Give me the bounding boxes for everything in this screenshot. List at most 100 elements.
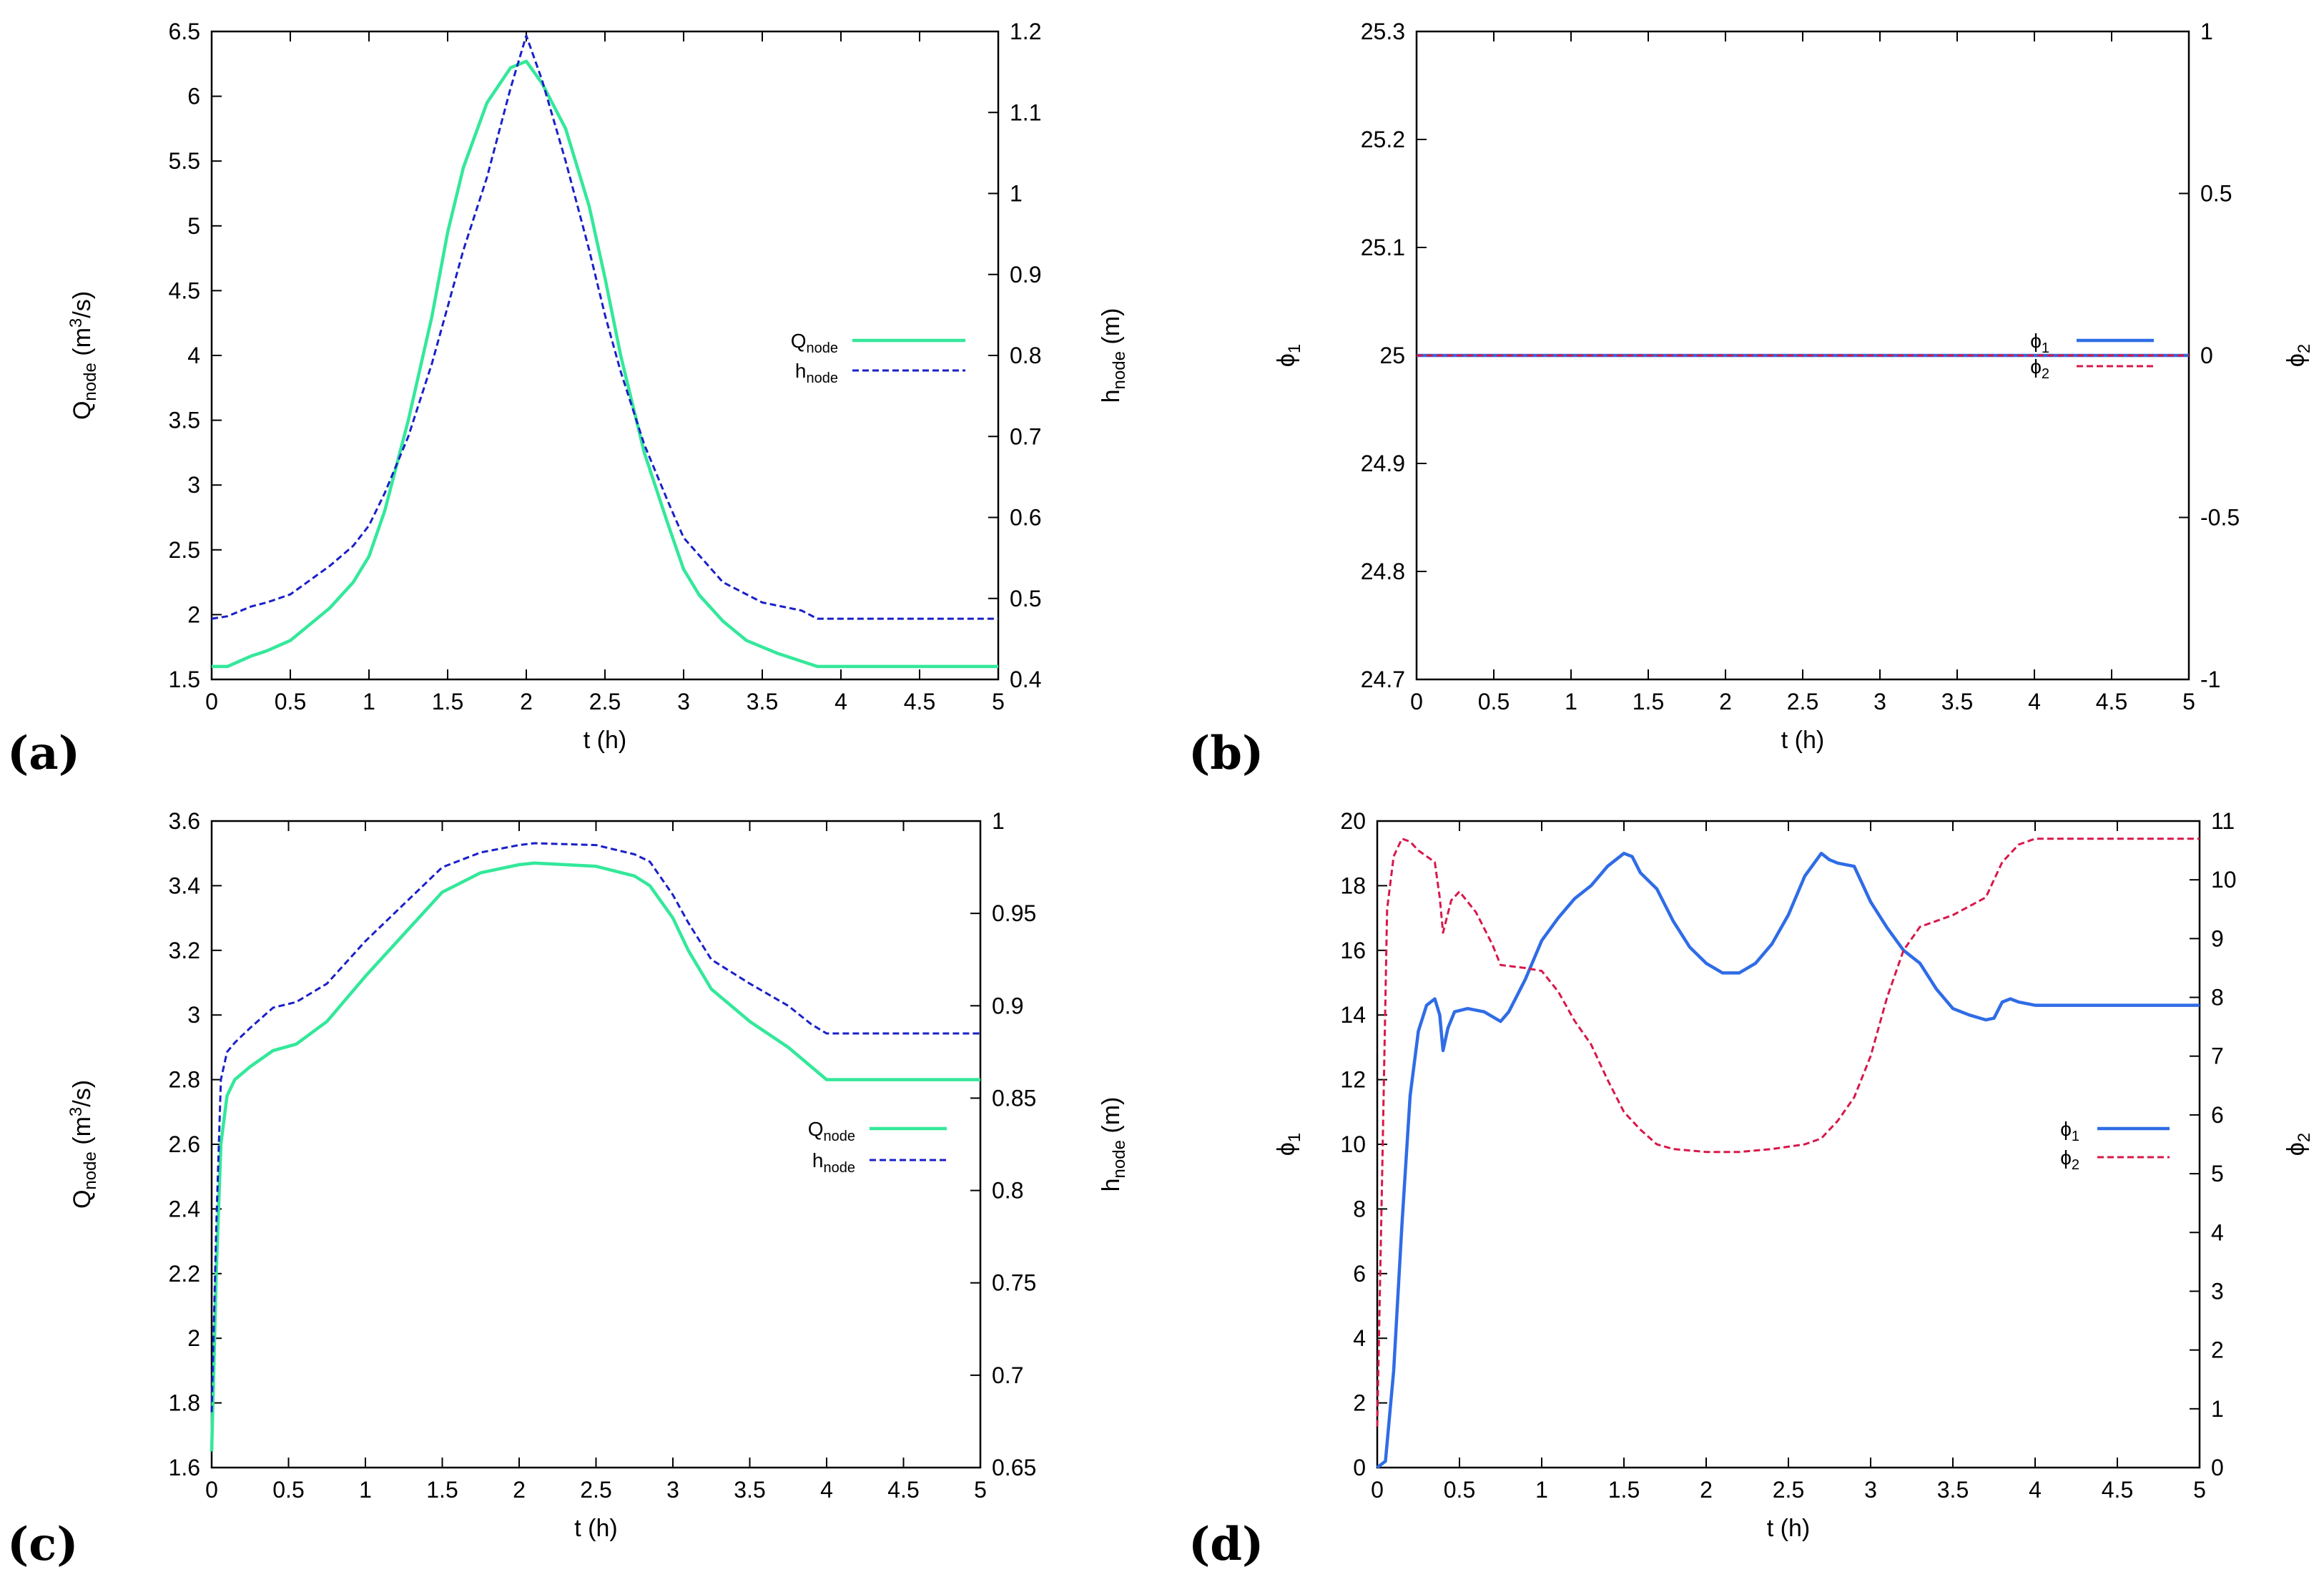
y-left-tick-label: 4 [187,343,200,368]
x-tick-label: 3.5 [1941,689,1973,714]
x-tick-label: 1 [1565,689,1577,714]
x-tick-label: 0 [1371,1477,1384,1503]
x-axis-label: t (h) [1781,727,1824,754]
y-right-tick-label: 6 [2211,1102,2224,1128]
y-right-axis-label: hnode (m) [1098,308,1129,403]
y-right-tick-label: 0.6 [1010,505,1041,531]
x-tick-label: 1.5 [1608,1477,1640,1503]
y-right-axis-label: hnode (m) [1098,1097,1129,1192]
y-left-tick-label: 5.5 [169,148,200,174]
legend-label: ϕ2 [2030,355,2049,382]
y-right-tick-label: -1 [2200,667,2220,692]
y-right-tick-label: 9 [2211,925,2224,951]
y-left-tick-label: 4 [1353,1325,1366,1351]
x-tick-label: 4 [834,689,847,714]
y-left-tick-label: 20 [1340,808,1366,834]
x-tick-label: 0 [205,689,218,714]
y-right-tick-label: 7 [2211,1043,2224,1069]
y-right-tick-label: 0.4 [1010,667,1041,692]
y-left-tick-label: 3.5 [169,408,200,433]
y-left-axis-label: Qnode (m3/s) [67,291,100,420]
x-tick-label: 2.5 [589,689,621,714]
y-left-tick-label: 12 [1340,1067,1366,1093]
y-left-tick-label: 1.5 [169,667,200,692]
y-right-tick-label: 8 [2211,985,2224,1011]
y-left-tick-label: 2.2 [169,1261,200,1287]
y-left-tick-label: 2.4 [169,1196,200,1222]
x-tick-label: 2 [513,1477,526,1503]
legend-label: ϕ1 [2030,330,2049,356]
x-tick-label: 3.5 [1937,1477,1969,1503]
y-right-tick-label: 4 [2211,1219,2224,1245]
y-left-tick-label: 24.9 [1361,451,1405,476]
y-left-tick-label: 10 [1340,1131,1366,1157]
series-line-1-left [1376,851,2200,1469]
x-axis-label: t (h) [584,727,626,754]
y-left-tick-label: 8 [1353,1196,1366,1222]
x-tick-label: 1 [363,689,375,714]
series-line-2-right [1376,837,2200,1427]
x-tick-label: 3 [666,1477,679,1503]
y-left-tick-label: 25.1 [1361,235,1405,260]
y-left-tick-label: 2.5 [169,537,200,563]
y-right-tick-label: 1 [992,808,1005,834]
series-line-node-left [210,861,980,1452]
y-right-tick-label: 0.85 [992,1085,1036,1111]
x-tick-label: 0 [205,1477,218,1503]
y-left-tick-label: 3.6 [169,808,200,834]
x-tick-label: 3 [1874,689,1886,714]
y-right-tick-label: 0.5 [2200,181,2232,207]
x-tick-label: 1.5 [1633,689,1664,714]
x-tick-label: 3.5 [747,689,778,714]
x-axis-label: t (h) [1767,1515,1810,1542]
x-tick-label: 2 [1700,1477,1713,1503]
x-tick-label: 2 [520,689,533,714]
x-tick-label: 4 [2029,1477,2042,1503]
x-tick-label: 5 [992,689,1005,714]
panel-c: 0 0.5 1 1.5 2 2.5 3 3.5 4 4.5 5 1.6 1.8 2 2.2 2.4 2.6 2.8… [7,808,1129,1571]
y-right-tick-label: 1.2 [1010,19,1041,44]
y-left-tick-label: 1.6 [169,1455,200,1480]
y-right-tick-label: 0.5 [1010,586,1041,611]
x-tick-label: 4.5 [2102,1477,2133,1503]
x-tick-label: 3 [677,689,690,714]
y-left-tick-label: 3 [187,1002,200,1028]
y-left-tick-label: 0 [1353,1455,1366,1480]
x-tick-label: 5 [2193,1477,2206,1503]
y-right-tick-label: 0.7 [992,1362,1023,1388]
panel-a: 0 0.5 1 1.5 2 2.5 3 3.5 4 4.5 5 1.5 2 2.5 3 3.5 4 4.5 5 5.5… [7,19,1129,780]
y-left-tick-label: 25.3 [1361,19,1405,44]
y-right-tick-label: 10 [2211,867,2237,893]
x-axis-label: t (h) [574,1515,617,1542]
legend-label: hnode [812,1149,855,1176]
y-right-axis-label: ϕ2 [2283,1133,2314,1156]
x-tick-label: 1 [1535,1477,1548,1503]
y-right-tick-label: 3 [2211,1278,2224,1304]
y-right-tick-label: 1 [1010,181,1023,207]
x-tick-label: 3 [1864,1477,1877,1503]
x-tick-label: 0.5 [1444,1477,1475,1503]
y-right-tick-label: 0.7 [1010,423,1041,449]
y-right-tick-label: 0.9 [992,993,1023,1018]
x-tick-label: 2.5 [1787,689,1818,714]
y-left-tick-label: 3.4 [169,873,200,898]
y-left-tick-label: 3.2 [169,938,200,963]
x-tick-label: 2 [1719,689,1732,714]
y-right-tick-label: -0.5 [2200,505,2240,531]
y-left-tick-label: 5 [187,213,200,239]
legend-label: ϕ2 [2060,1146,2079,1173]
y-right-tick-label: 11 [2211,808,2235,834]
x-tick-label: 4.5 [2096,689,2127,714]
x-tick-label: 4 [820,1477,833,1503]
y-left-tick-label: 25 [1379,343,1405,368]
y-right-tick-label: 0.8 [1010,343,1041,368]
y-left-tick-label: 2.6 [169,1131,200,1157]
legend-label: Qnode [791,330,838,356]
panel-label: (d) [1188,1518,1264,1571]
legend-label: ϕ1 [2060,1118,2079,1144]
y-left-tick-label: 2 [187,601,200,627]
y-left-tick-label: 1.8 [169,1390,200,1416]
series-line-node-right [210,842,980,1412]
